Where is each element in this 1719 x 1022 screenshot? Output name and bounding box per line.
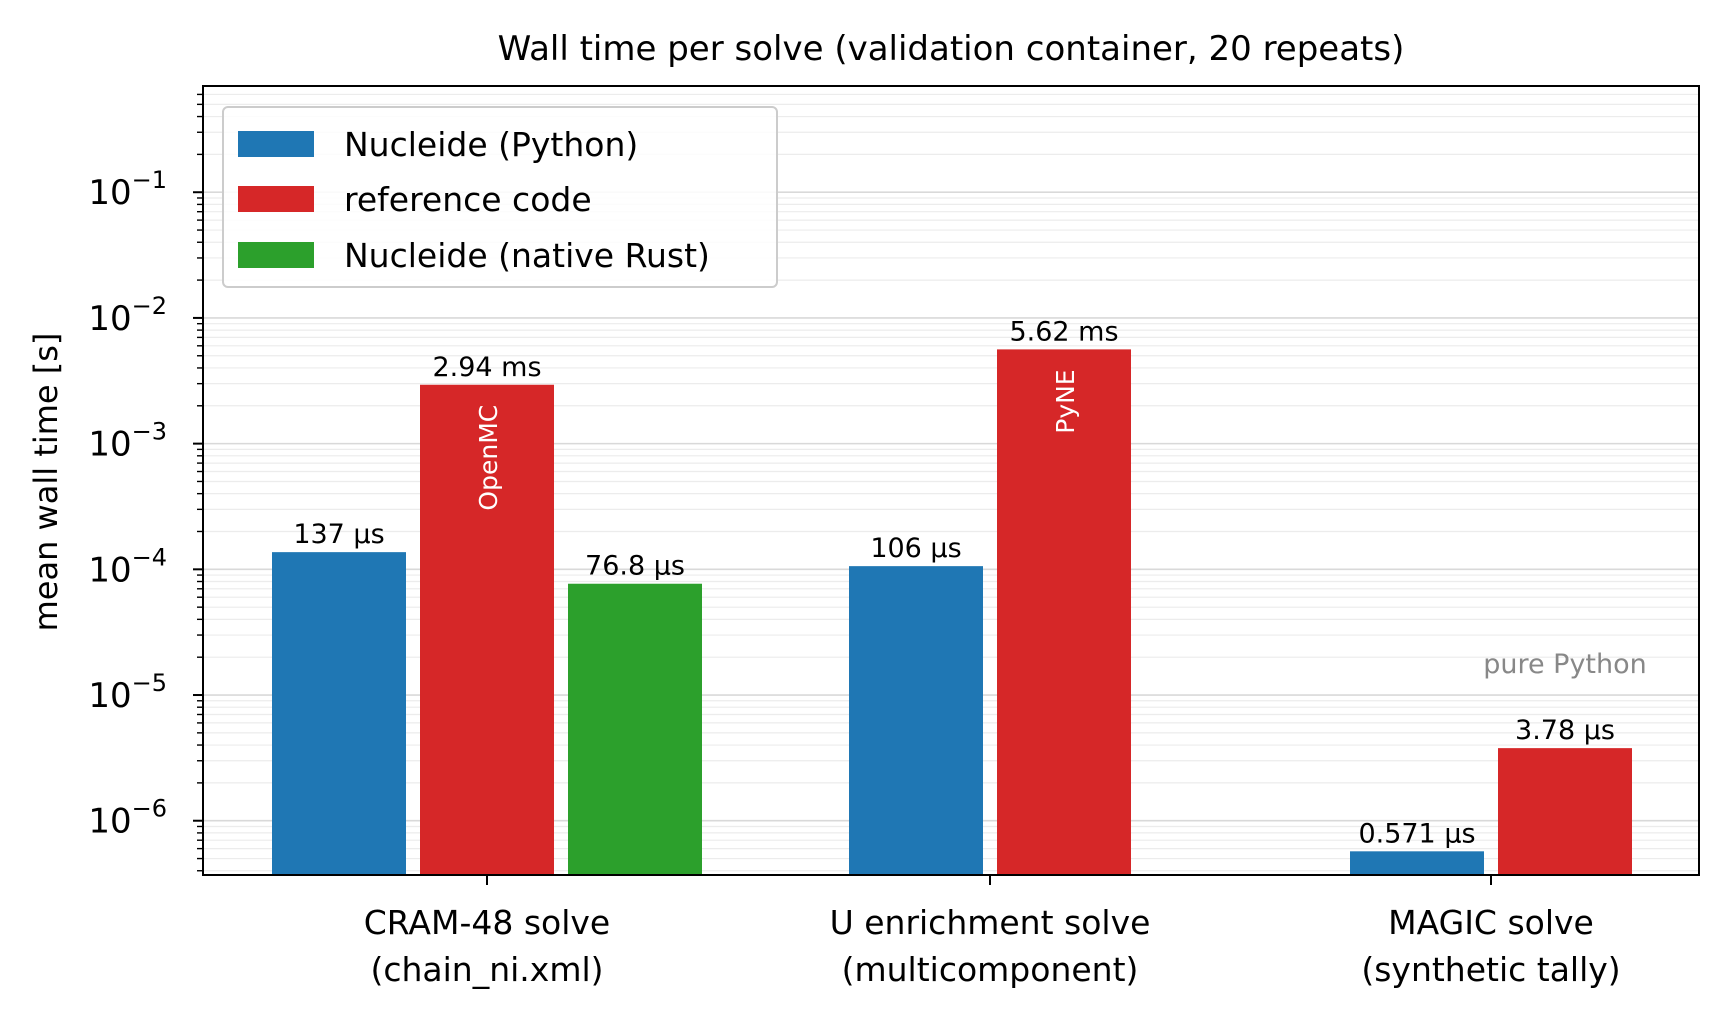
bar-value-label: 76.8 µs: [585, 551, 685, 582]
y-tick-label: 10−2: [88, 292, 167, 339]
y-tick-label: 10−4: [88, 543, 167, 590]
bar-value-label: 137 µs: [293, 519, 384, 550]
legend-swatch-reference: [238, 186, 314, 212]
bar: [1498, 748, 1632, 875]
bar-labels: 137 µs 2.94 ms OpenMC 76.8 µs 106 µs 5.62 ms P…: [293, 316, 1646, 849]
bar-value-label: 2.94 ms: [432, 352, 541, 383]
bar: [849, 566, 983, 875]
y-tick-label: 10−3: [88, 418, 167, 465]
x-tick-label: (synthetic tally): [1361, 950, 1620, 989]
chart-title: Wall time per solve (validation containe…: [498, 29, 1405, 69]
x-tick-label: (chain_ni.xml): [370, 950, 603, 989]
x-tick-label: MAGIC solve: [1388, 903, 1594, 942]
axes-frame: [202, 85, 1700, 876]
y-tick-label: 10−6: [88, 795, 167, 842]
legend-item-python: Nucleide (Python): [238, 124, 638, 164]
legend-item-rust: Nucleide (native Rust): [238, 235, 710, 275]
x-tick-label: U enrichment solve: [830, 903, 1151, 942]
bar: [420, 384, 554, 875]
bar-value-label: 3.78 µs: [1515, 715, 1615, 746]
legend-swatch-rust: [238, 242, 314, 268]
y-axis-label: mean wall time [s]: [27, 333, 65, 632]
bar: [997, 349, 1131, 875]
legend-label: Nucleide (native Rust): [344, 235, 710, 275]
bar-value-label: 106 µs: [870, 533, 961, 564]
legend-swatch-python: [238, 131, 314, 157]
bar-annotation: pure Python: [1483, 649, 1647, 680]
y-tick-label: 10−1: [88, 166, 167, 213]
legend-item-reference: reference code: [238, 179, 592, 219]
y-tick-label: 10−5: [88, 669, 167, 716]
bar-value-label: 0.571 µs: [1358, 818, 1475, 849]
legend: Nucleide (Python) reference code Nucleid…: [222, 106, 778, 288]
bar: [272, 552, 406, 875]
bar: [1350, 851, 1484, 875]
bar-annotation: OpenMC: [474, 405, 503, 511]
bar-value-label: 5.62 ms: [1009, 316, 1118, 347]
bar: [568, 583, 702, 875]
bar-annotation: PyNE: [1051, 369, 1080, 433]
legend-label: reference code: [344, 179, 592, 219]
axis-ticks: 10−6 10−5 10−4 10−3 10−2 10−1 CRAM-48 solve (ch…: [88, 93, 1621, 989]
bars: [272, 349, 1632, 875]
legend-label: Nucleide (Python): [344, 124, 639, 164]
x-tick-label: CRAM-48 solve: [364, 903, 610, 942]
x-tick-label: (multicomponent): [842, 950, 1139, 989]
